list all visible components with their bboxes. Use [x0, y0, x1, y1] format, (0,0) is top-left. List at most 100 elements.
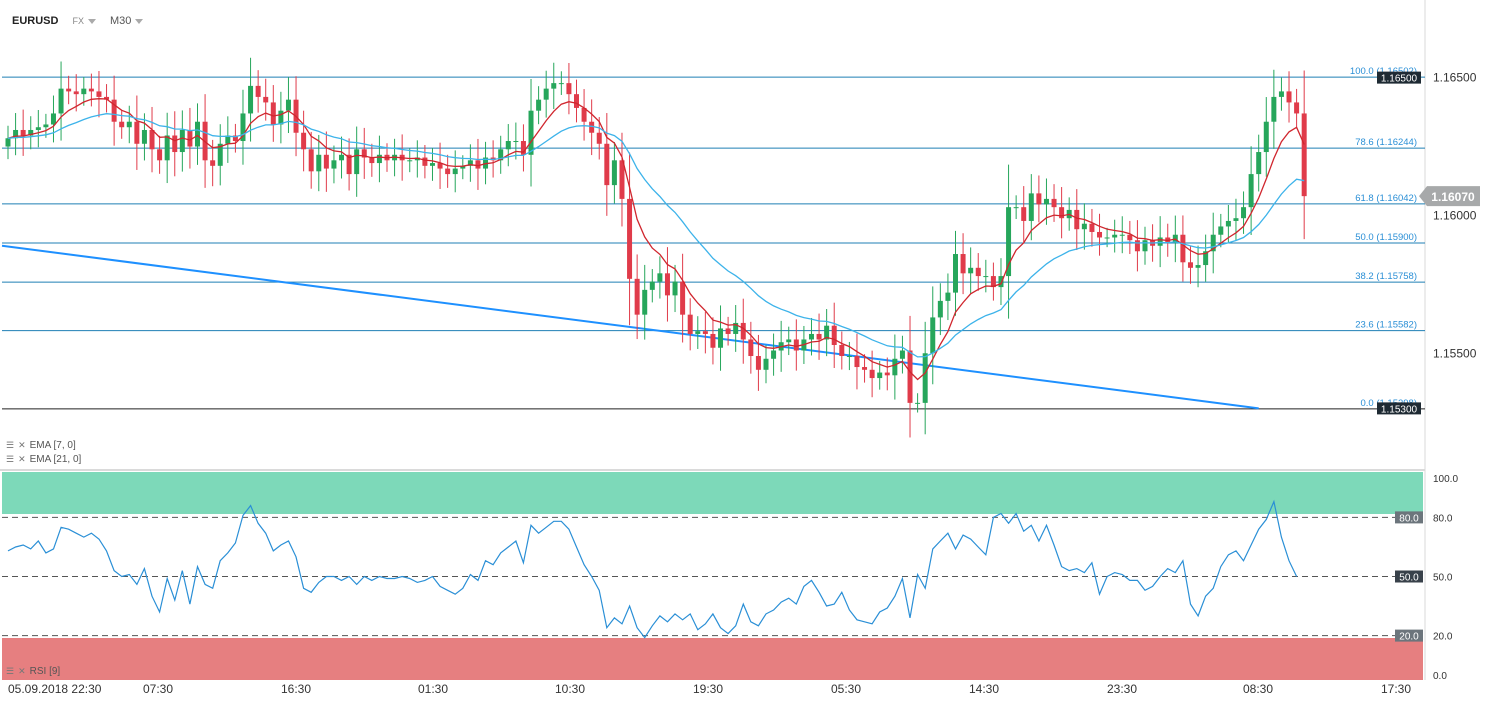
- candle-body: [710, 333, 716, 348]
- settings-icon[interactable]: ☰: [6, 440, 15, 450]
- candle: [1286, 71, 1292, 123]
- candle-body: [786, 339, 792, 343]
- candle: [968, 247, 974, 294]
- candle-body: [301, 132, 307, 150]
- time-axis-tick: 01:30: [418, 682, 448, 696]
- candle-body: [339, 154, 345, 161]
- candle-body: [1059, 207, 1065, 219]
- candle: [543, 70, 549, 118]
- candle: [20, 109, 26, 156]
- candle-body: [467, 160, 473, 166]
- indicator-rsi[interactable]: ☰ ✕ RSI [9]: [6, 666, 60, 677]
- candle-body: [369, 157, 375, 164]
- settings-icon[interactable]: ☰: [6, 666, 15, 676]
- candle-body: [968, 267, 974, 274]
- symbol-label[interactable]: EURUSD: [12, 15, 59, 27]
- candle: [1157, 216, 1163, 268]
- candle: [1195, 245, 1201, 288]
- candle-body: [953, 254, 958, 293]
- candle-body: [460, 165, 466, 169]
- candle-body: [763, 358, 769, 370]
- candle: [50, 95, 56, 143]
- candle-body: [187, 129, 193, 147]
- candle-body: [543, 88, 549, 100]
- candle-body: [50, 113, 56, 125]
- time-axis-tick: 14:30: [969, 682, 999, 696]
- candle-body: [210, 160, 216, 166]
- candle: [808, 317, 814, 356]
- candle: [733, 305, 739, 352]
- candle-body: [528, 110, 534, 155]
- candle-body: [1187, 262, 1193, 268]
- close-icon[interactable]: ✕: [18, 440, 26, 450]
- candle: [28, 116, 34, 150]
- candle: [407, 148, 413, 173]
- candle-body: [998, 276, 1004, 288]
- candle-body: [240, 113, 246, 142]
- candle: [915, 393, 921, 413]
- candle: [718, 305, 724, 371]
- candle-body: [793, 339, 799, 351]
- candle: [149, 106, 155, 173]
- candle: [695, 316, 701, 349]
- indicator-ema-slow-label: EMA [21, 0]: [29, 454, 82, 465]
- indicator-ema-fast[interactable]: ☰ ✕ EMA [7, 0]: [6, 440, 76, 451]
- candle: [581, 89, 587, 141]
- candle: [376, 135, 382, 183]
- time-axis-tick: 08:30: [1243, 682, 1273, 696]
- candle: [990, 262, 996, 301]
- candle-body: [88, 88, 94, 92]
- market-dropdown-chevron-icon[interactable]: [87, 18, 96, 24]
- candle: [854, 333, 860, 390]
- timeframe-label[interactable]: M30: [109, 15, 132, 27]
- candle-body: [81, 88, 87, 95]
- candle: [1278, 77, 1284, 111]
- candle-body: [733, 322, 739, 334]
- candle: [536, 86, 542, 125]
- candle-body: [452, 168, 458, 175]
- candle-body: [854, 356, 860, 368]
- candle-body: [695, 331, 701, 334]
- candle-body: [1043, 198, 1049, 205]
- candle-body: [983, 276, 989, 278]
- candle: [520, 124, 526, 172]
- candle-body: [361, 149, 367, 158]
- settings-icon[interactable]: ☰: [6, 454, 15, 464]
- candle-body: [877, 372, 883, 379]
- candle: [1225, 204, 1231, 243]
- candle-body: [892, 358, 898, 376]
- candle: [998, 258, 1004, 306]
- candle: [369, 143, 375, 177]
- candle: [596, 117, 602, 160]
- close-icon[interactable]: ✕: [18, 454, 26, 464]
- rsi-level-marker: [1395, 570, 1423, 583]
- indicator-rsi-label: RSI [9]: [29, 666, 61, 677]
- fib-level-label: 38.2 (1.15758): [1355, 271, 1417, 282]
- candle: [664, 247, 670, 322]
- candle: [975, 253, 981, 291]
- rsi-level-marker-label: 80.0: [1399, 513, 1419, 524]
- fib-level-label: 23.6 (1.15582): [1355, 320, 1417, 331]
- candle-body: [1036, 193, 1042, 205]
- candle: [157, 135, 163, 174]
- candle-body: [725, 328, 731, 334]
- candle: [1119, 216, 1125, 254]
- indicator-ema-fast-label: EMA [7, 0]: [29, 440, 76, 451]
- candle-body: [96, 91, 102, 97]
- candle-body: [141, 129, 147, 144]
- time-axis-tick: 23:30: [1107, 682, 1137, 696]
- candle-body: [13, 129, 19, 139]
- candle: [270, 85, 276, 142]
- candle-body: [975, 267, 981, 277]
- rsi-line: [7, 499, 1298, 639]
- candle-body: [1081, 223, 1087, 230]
- candle-body: [649, 281, 655, 290]
- candle: [937, 283, 943, 336]
- candle: [619, 132, 625, 227]
- timeframe-dropdown-chevron-icon[interactable]: [135, 18, 144, 24]
- indicator-ema-slow[interactable]: ☰ ✕ EMA [21, 0]: [6, 454, 81, 465]
- close-icon[interactable]: ✕: [18, 666, 26, 676]
- candle-body: [1241, 207, 1247, 219]
- price-panel[interactable]: [0, 0, 1425, 470]
